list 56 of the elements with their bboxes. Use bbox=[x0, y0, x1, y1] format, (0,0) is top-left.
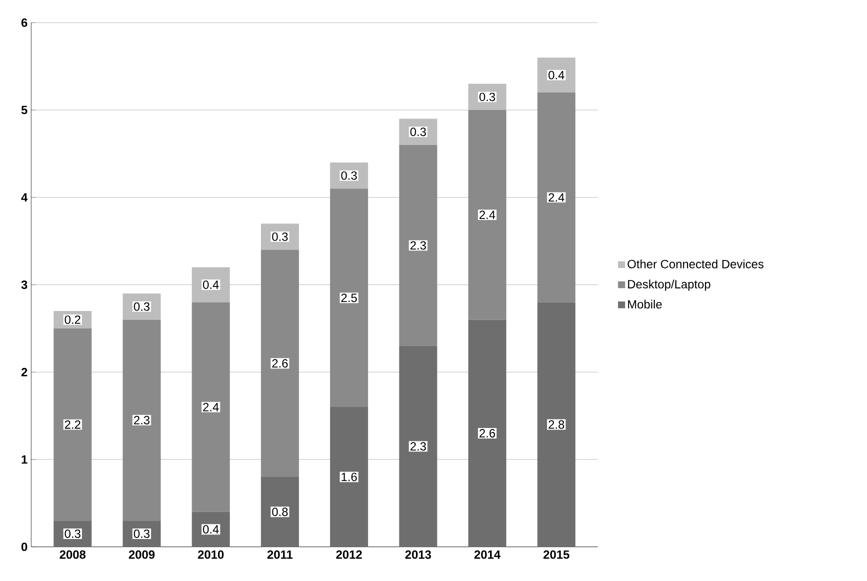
data-label: 0.3 bbox=[341, 171, 357, 180]
data-label: 2.2 bbox=[64, 420, 80, 429]
bar bbox=[330, 188, 368, 408]
bar bbox=[54, 328, 92, 521]
x-tick-label: 2010 bbox=[198, 550, 224, 559]
bar bbox=[537, 92, 576, 302]
x-tick-label: 2015 bbox=[544, 550, 570, 559]
data-label: 2.4 bbox=[203, 402, 219, 412]
x-tick-label: 2009 bbox=[128, 550, 155, 559]
data-label: 0.3 bbox=[134, 302, 150, 311]
legend-label: Mobile bbox=[628, 300, 662, 309]
bar bbox=[260, 477, 299, 547]
data-label: 0.4 bbox=[548, 70, 564, 80]
data-label: 0.8 bbox=[272, 508, 288, 516]
bar bbox=[399, 145, 438, 346]
data-label: 0.4 bbox=[203, 280, 219, 290]
data-label: 0.3 bbox=[134, 530, 150, 538]
bar bbox=[468, 320, 506, 547]
y-tick-label: 2 bbox=[21, 368, 28, 376]
data-label: 2.3 bbox=[134, 416, 150, 424]
data-label: 2.6 bbox=[272, 359, 288, 368]
data-label: 1.6 bbox=[342, 472, 357, 482]
data-label: 0.3 bbox=[272, 232, 288, 241]
y-tick-label: 6 bbox=[21, 18, 28, 27]
data-label: 0.2 bbox=[64, 316, 80, 324]
legend-label: Desktop/Laptop bbox=[628, 280, 710, 291]
bar bbox=[122, 320, 161, 521]
bar bbox=[468, 110, 506, 320]
legend-label: Other Connected Devices bbox=[628, 260, 764, 268]
x-tick-label: 2014 bbox=[474, 550, 500, 559]
bar bbox=[260, 250, 299, 478]
y-tick-label: 5 bbox=[21, 106, 28, 114]
data-label: 2.4 bbox=[480, 210, 496, 220]
bar bbox=[537, 58, 576, 93]
y-tick-label: 3 bbox=[21, 280, 28, 290]
data-label: 2.3 bbox=[410, 241, 426, 250]
data-label: 0.3 bbox=[64, 530, 80, 538]
data-label: 2.5 bbox=[341, 294, 357, 302]
data-label: 0.3 bbox=[410, 128, 426, 136]
y-tick-label: 1 bbox=[22, 455, 28, 464]
bar bbox=[330, 407, 368, 547]
data-label: 2.3 bbox=[410, 442, 426, 451]
x-tick-label: 2011 bbox=[267, 550, 293, 559]
bar bbox=[192, 302, 230, 512]
x-tick-label: 2008 bbox=[60, 550, 86, 559]
x-tick-label: 2013 bbox=[405, 550, 432, 559]
data-label: 2.4 bbox=[548, 193, 564, 202]
bar bbox=[537, 302, 576, 547]
data-label: 2.6 bbox=[480, 429, 496, 438]
y-tick-label: 4 bbox=[21, 193, 28, 202]
data-label: 0.3 bbox=[479, 92, 496, 102]
x-tick-label: 2012 bbox=[336, 550, 362, 559]
data-label: 2.8 bbox=[548, 420, 564, 429]
y-tick-label: 0 bbox=[21, 542, 28, 552]
bar bbox=[399, 346, 438, 547]
data-label: 0.4 bbox=[203, 525, 219, 534]
